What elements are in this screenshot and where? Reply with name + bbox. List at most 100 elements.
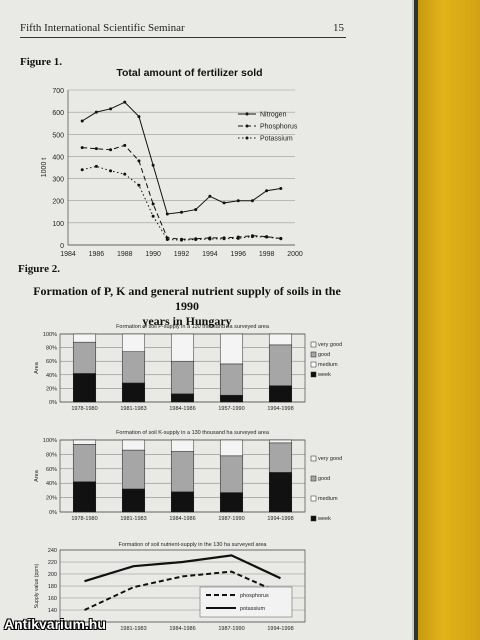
legend-label: good bbox=[318, 352, 330, 358]
legend-swatch-good bbox=[310, 475, 317, 482]
bar-segment-good bbox=[72, 341, 97, 374]
bar-segment-very-good bbox=[219, 439, 244, 457]
y-tick-label: 40% bbox=[46, 481, 57, 487]
data-point-potassium bbox=[194, 237, 198, 241]
x-tick-label: 1984-1986 bbox=[169, 626, 195, 630]
bar-segment-good bbox=[268, 344, 293, 386]
data-point-phosphorus bbox=[123, 143, 127, 147]
legend-swatch-good bbox=[310, 351, 317, 358]
bar-segment-week bbox=[170, 393, 195, 403]
panel-title: Formation of soil K-supply in a 130 thou… bbox=[116, 430, 270, 436]
bar-segment-week bbox=[268, 472, 293, 513]
header-rule bbox=[20, 37, 346, 38]
bar-segment-very-good bbox=[72, 439, 97, 445]
y-tick-label: 400 bbox=[52, 154, 64, 161]
figure1-label: Figure 1. bbox=[20, 56, 62, 68]
bar-segment-very-good bbox=[170, 333, 195, 362]
figure2-caption-line2: years in Hungary bbox=[142, 314, 232, 328]
legend-swatch-week bbox=[310, 515, 317, 522]
y-tick-label: 160 bbox=[48, 596, 57, 602]
data-point-potassium bbox=[151, 214, 155, 218]
bar-segment-week bbox=[121, 488, 146, 513]
x-tick-label: 1984-1986 bbox=[169, 516, 195, 522]
bar-segment-week bbox=[72, 481, 97, 513]
bar-segment-good bbox=[72, 444, 97, 483]
bar-segment-week bbox=[219, 492, 244, 513]
running-head-title: Fifth International Scientific Seminar bbox=[20, 22, 185, 34]
legend-label: very good bbox=[318, 456, 342, 462]
data-point-potassium bbox=[279, 237, 283, 241]
y-tick-label: 20% bbox=[46, 386, 57, 392]
data-point-phosphorus bbox=[94, 147, 98, 151]
k-supply-chart: Formation of soil K-supply in a 130 thou… bbox=[34, 430, 342, 522]
x-tick-label: 1988 bbox=[117, 251, 133, 258]
legend-label: good bbox=[318, 476, 330, 482]
y-tick-label: 100 bbox=[52, 221, 64, 228]
y-tick-label: 600 bbox=[52, 110, 64, 117]
bar-segment-very-good bbox=[170, 439, 195, 452]
bar-segment-week bbox=[268, 385, 293, 403]
y-tick-label: 60% bbox=[46, 359, 57, 365]
legend-label: Phosphorus bbox=[260, 124, 298, 131]
legend-swatch-medium bbox=[310, 361, 317, 368]
y-tick-label: 240 bbox=[48, 548, 57, 554]
x-tick-label: 1987-1990 bbox=[218, 516, 244, 522]
y-axis-label: 1000 t bbox=[41, 158, 48, 178]
data-point-nitrogen bbox=[279, 187, 283, 191]
x-tick-label: 1981-1983 bbox=[120, 516, 146, 522]
panel-title: Formation of soil P-supply in a 130 thou… bbox=[116, 324, 270, 330]
y-tick-label: 500 bbox=[52, 132, 64, 139]
figure2-caption: Formation of P, K and general nutrient s… bbox=[22, 284, 352, 329]
data-point-nitrogen bbox=[194, 208, 198, 212]
data-point-potassium bbox=[236, 236, 240, 240]
x-tick-label: 1992 bbox=[174, 251, 190, 258]
legend-marker-nitrogen bbox=[245, 112, 249, 116]
y-tick-label: 40% bbox=[46, 373, 57, 379]
data-point-potassium bbox=[222, 237, 226, 241]
y-tick-label: 300 bbox=[52, 177, 64, 184]
x-tick-label: 1996 bbox=[230, 251, 246, 258]
bar-segment-week bbox=[121, 382, 146, 403]
data-point-nitrogen bbox=[80, 119, 84, 123]
data-point-potassium bbox=[208, 237, 212, 241]
x-tick-label: 1981-1983 bbox=[120, 406, 146, 410]
figure2-label: Figure 2. bbox=[18, 263, 60, 275]
page-number: 15 bbox=[333, 22, 344, 34]
data-point-potassium bbox=[80, 168, 84, 172]
data-point-nitrogen bbox=[123, 100, 127, 104]
series-line-phosphorus bbox=[82, 144, 281, 240]
y-tick-label: 200 bbox=[52, 199, 64, 206]
x-tick-label: 1987-1990 bbox=[218, 626, 244, 630]
watermark: Antikvarium.hu bbox=[4, 616, 106, 632]
bar-segment-very-good bbox=[219, 333, 244, 365]
book-page: Fifth International Scientific Seminar 1… bbox=[0, 0, 414, 640]
series-line-phosphorus bbox=[84, 570, 281, 611]
legend-marker-phosphorus bbox=[245, 124, 249, 128]
data-point-nitrogen bbox=[137, 115, 141, 119]
data-point-nitrogen bbox=[94, 110, 98, 114]
data-point-potassium bbox=[123, 172, 127, 176]
bar-segment-good bbox=[219, 363, 244, 396]
data-point-nitrogen bbox=[208, 194, 212, 198]
bar-segment-very-good bbox=[268, 333, 293, 346]
y-tick-label: 200 bbox=[48, 572, 57, 578]
x-tick-label: 1957-1990 bbox=[218, 406, 244, 410]
data-point-phosphorus bbox=[80, 146, 84, 150]
legend-marker-potassium bbox=[245, 136, 249, 140]
data-point-phosphorus bbox=[137, 159, 141, 163]
figure2-caption-line1: Formation of P, K and general nutrient s… bbox=[33, 284, 341, 313]
y-tick-label: 140 bbox=[48, 608, 57, 614]
y-tick-label: 20% bbox=[46, 496, 57, 502]
legend-label: Potassium bbox=[260, 136, 293, 143]
y-tick-label: 120 bbox=[48, 620, 57, 626]
y-tick-label: 80% bbox=[46, 452, 57, 458]
panel-title: Formation of soil nutrient-supply in the… bbox=[119, 542, 268, 548]
legend-swatch-week bbox=[310, 371, 317, 378]
legend-swatch-very-good bbox=[310, 341, 317, 348]
y-axis-label: Area bbox=[34, 469, 40, 482]
figure1-chart: Total amount of fertilizer sold 0 100 200 30… bbox=[41, 67, 303, 258]
p-supply-chart: Formation of soil P-supply in a 130 thou… bbox=[34, 324, 342, 410]
bar-segment-very-good bbox=[72, 333, 97, 343]
legend-swatch-medium bbox=[310, 495, 317, 502]
y-tick-label: 100% bbox=[43, 438, 57, 444]
